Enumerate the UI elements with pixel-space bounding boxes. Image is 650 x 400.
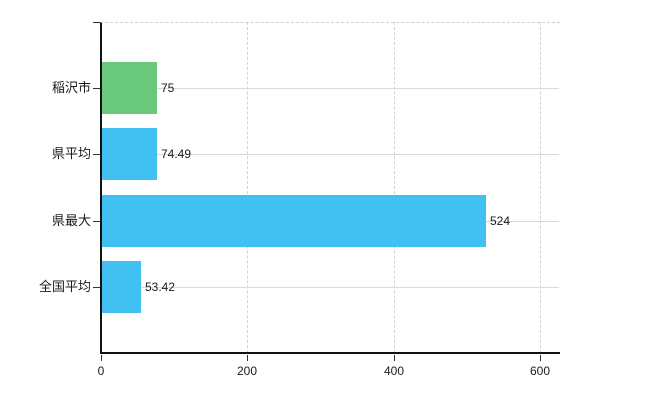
bar-value-label: 53.42 (145, 280, 176, 294)
plot-area (100, 22, 560, 354)
x-tick-mark (101, 355, 102, 361)
y-axis-label: 県平均 (51, 146, 91, 161)
bar (102, 261, 141, 313)
y-axis-label: 全国平均 (38, 279, 91, 294)
y-axis-label: 稲沢市 (51, 80, 91, 95)
bar-value-label: 75 (161, 81, 175, 95)
y-tick-mark (93, 287, 100, 288)
y-tick-mark (93, 154, 100, 155)
x-tick-mark (247, 355, 248, 361)
x-tick-mark (540, 355, 541, 361)
y-tick-mark (93, 221, 100, 222)
category-gridline (102, 88, 559, 89)
x-tick-label: 200 (236, 364, 258, 378)
y-axis-top-tick (93, 22, 100, 23)
category-gridline (102, 287, 559, 288)
bar-value-label: 524 (490, 214, 511, 228)
x-tick-label: 400 (383, 364, 405, 378)
bar (102, 195, 486, 247)
x-tick-mark (394, 355, 395, 361)
x-gridline (394, 22, 395, 353)
category-gridline (102, 154, 559, 155)
bar-value-label: 74.49 (161, 147, 192, 161)
x-gridline (247, 22, 248, 353)
bar (102, 128, 157, 180)
bar (102, 62, 157, 114)
y-tick-mark (93, 88, 100, 89)
y-axis-label: 県最大 (51, 213, 91, 228)
x-tick-label: 600 (529, 364, 551, 378)
x-tick-label: 0 (97, 364, 105, 378)
x-gridline (540, 22, 541, 353)
